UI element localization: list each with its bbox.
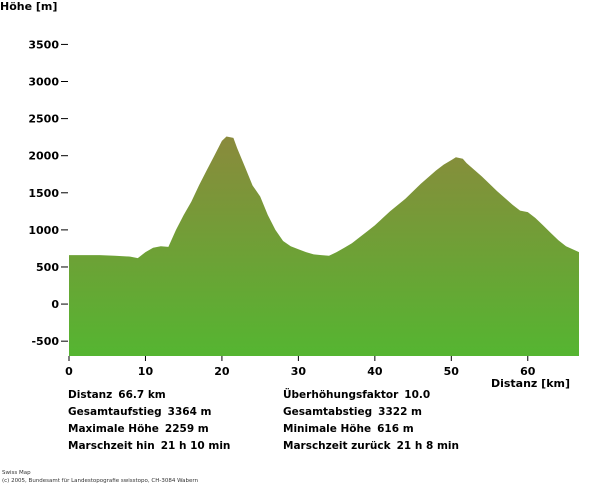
y-tick-label: 2000 bbox=[28, 150, 59, 163]
stat-value: 2259 m bbox=[164, 423, 209, 435]
y-axis-title: Höhe [m] bbox=[0, 0, 57, 13]
x-tick-label: 50 bbox=[444, 365, 460, 378]
footer-source: Swiss Map bbox=[2, 470, 31, 476]
x-tick-label: 30 bbox=[291, 365, 307, 378]
stat-value: 10.0 bbox=[404, 389, 431, 401]
y-tick-label: -500 bbox=[31, 335, 59, 348]
stat-gesamtabstieg: Gesamtabstieg 3322 m bbox=[283, 406, 422, 418]
y-tick-label: 1000 bbox=[28, 224, 59, 237]
stat-value: 3322 m bbox=[378, 406, 422, 418]
x-tick-label: 60 bbox=[520, 365, 536, 378]
stat-label: Marschzeit zurück bbox=[283, 440, 391, 452]
stat-label: Überhöhungsfaktor bbox=[283, 389, 399, 401]
stat-ueberhoehungsfaktor: Überhöhungsfaktor 10.0 bbox=[283, 389, 430, 401]
y-tick-label: 2500 bbox=[28, 113, 59, 126]
y-tick-label: 0 bbox=[51, 298, 59, 311]
stat-label: Gesamtabstieg bbox=[283, 406, 373, 418]
x-tick-label: 0 bbox=[65, 365, 73, 378]
y-tick-label: 3500 bbox=[28, 38, 59, 51]
stat-label: Minimale Höhe bbox=[283, 423, 372, 435]
stat-value: 66.7 km bbox=[118, 389, 166, 401]
stat-value: 21 h 8 min bbox=[396, 440, 459, 452]
stat-distanz: Distanz 66.7 km bbox=[68, 389, 166, 401]
stat-label: Distanz bbox=[68, 389, 113, 401]
y-tick-label: 500 bbox=[36, 261, 59, 274]
stat-label: Marschzeit hin bbox=[68, 440, 155, 452]
y-tick-label: 3000 bbox=[28, 76, 59, 89]
stat-marschzeit-hin: Marschzeit hin 21 h 10 min bbox=[68, 440, 230, 452]
stat-value: 21 h 10 min bbox=[160, 440, 231, 452]
stat-maximale-hoehe: Maximale Höhe 2259 m bbox=[68, 423, 209, 435]
stat-gesamtaufstieg: Gesamtaufstieg 3364 m bbox=[68, 406, 212, 418]
y-tick-label: 1500 bbox=[28, 187, 59, 200]
stat-minimale-hoehe: Minimale Höhe 616 m bbox=[283, 423, 414, 435]
x-axis-title: Distanz [km] bbox=[491, 377, 570, 390]
stat-label: Maximale Höhe bbox=[68, 423, 159, 435]
stat-value: 3364 m bbox=[167, 406, 212, 418]
x-tick-label: 10 bbox=[138, 365, 154, 378]
stat-label: Gesamtaufstieg bbox=[68, 406, 162, 418]
x-tick-label: 40 bbox=[367, 365, 383, 378]
elevation-profile-chart: 3500 3000 2500 2000 1500 1000 500 0 -500 0 10 20 30… bbox=[0, 0, 579, 390]
footer-copyright: (c) 2005, Bundesamt für Landestopografie… bbox=[2, 478, 199, 484]
stat-marschzeit-zurueck: Marschzeit zurück 21 h 8 min bbox=[283, 440, 459, 452]
stat-value: 616 m bbox=[377, 423, 414, 435]
x-tick-label: 20 bbox=[214, 365, 230, 378]
elevation-area bbox=[69, 136, 579, 356]
